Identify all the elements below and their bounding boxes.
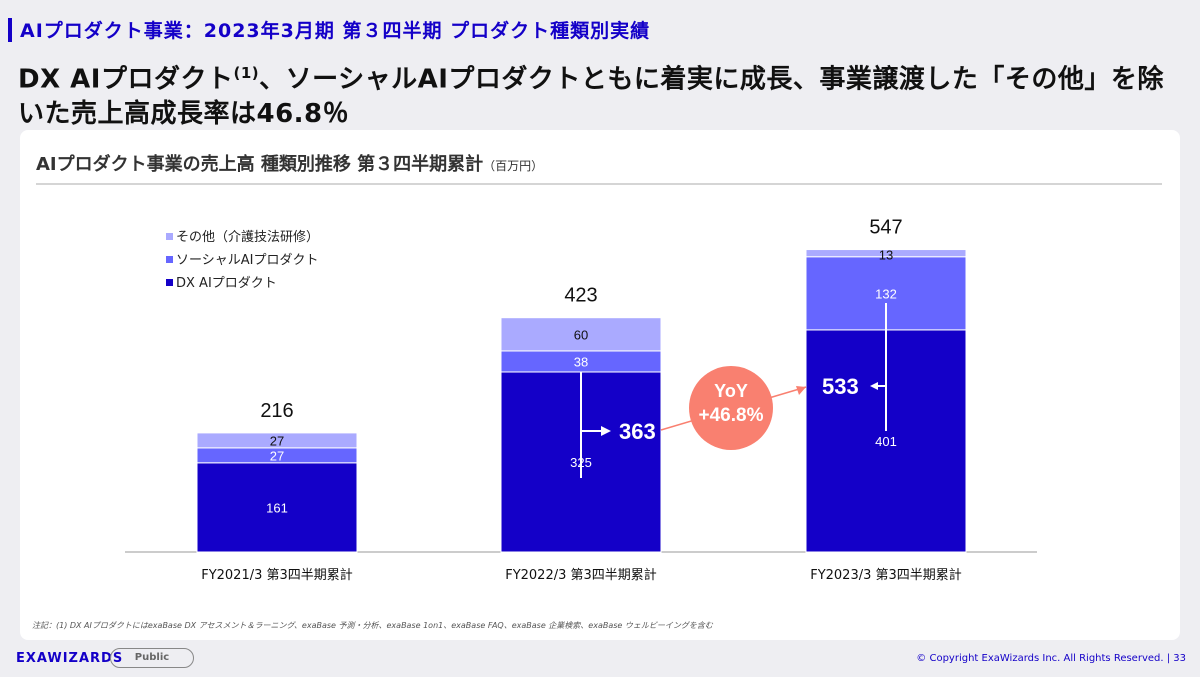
data-label: 401 <box>875 434 897 449</box>
yoy-arrow-head <box>796 386 806 395</box>
copyright: © Copyright ExaWizards Inc. All Rights R… <box>916 653 1186 664</box>
bar-segment <box>805 249 967 258</box>
legend-swatch <box>166 256 173 263</box>
chart-title: AIプロダクト事業の売上高 種類別推移 第３四半期累計（百万円） <box>36 154 544 175</box>
data-label: 60 <box>574 327 588 342</box>
data-label: 161 <box>266 500 288 515</box>
yoy-label: YoY <box>714 381 748 401</box>
legend-swatch <box>166 279 173 286</box>
public-badge: Public <box>110 648 194 668</box>
legend-label: DX AIプロダクト <box>176 276 277 291</box>
subtotal-label: 533 <box>822 374 859 399</box>
data-label: 38 <box>574 354 588 369</box>
x-tick-label: FY2022/3 第3四半期累計 <box>505 567 657 583</box>
total-label: 547 <box>869 217 902 239</box>
legend-label: ソーシャルAIプロダクト <box>176 253 318 268</box>
total-label: 216 <box>260 400 293 422</box>
slide-subtitle: AIプロダクト事業：2023年3月期 第３四半期 プロダクト種類別実績 <box>20 20 651 42</box>
bar-segment <box>500 317 662 352</box>
legend-swatch <box>166 233 173 240</box>
accent-bar <box>8 18 12 42</box>
arrow-head <box>601 426 611 436</box>
data-label: 27 <box>270 433 284 448</box>
x-tick-label: FY2023/3 第3四半期累計 <box>810 567 962 583</box>
data-label: 132 <box>875 286 897 301</box>
arrow-head <box>870 382 878 390</box>
subtotal-label: 363 <box>619 419 656 444</box>
logo: EXAWIZARDS <box>16 651 124 666</box>
total-label: 423 <box>564 285 597 307</box>
data-label: 27 <box>270 448 284 463</box>
yoy-bubble <box>689 366 773 450</box>
x-tick-label: FY2021/3 第3四半期累計 <box>201 567 353 583</box>
divider <box>36 183 1162 185</box>
bar-segment <box>196 432 358 449</box>
slide-headline: DX AIプロダクト(1)、ソーシャルAIプロダクトともに着実に成長、事業譲渡し… <box>18 64 1164 129</box>
yoy-value: +46.8% <box>699 405 764 426</box>
legend-label: その他（介護技法研修） <box>176 229 319 245</box>
data-label: 13 <box>879 248 893 263</box>
footnote: 注記：(1) DX AIプロダクトにはexaBase DX アセスメント＆ラーニ… <box>32 621 713 630</box>
